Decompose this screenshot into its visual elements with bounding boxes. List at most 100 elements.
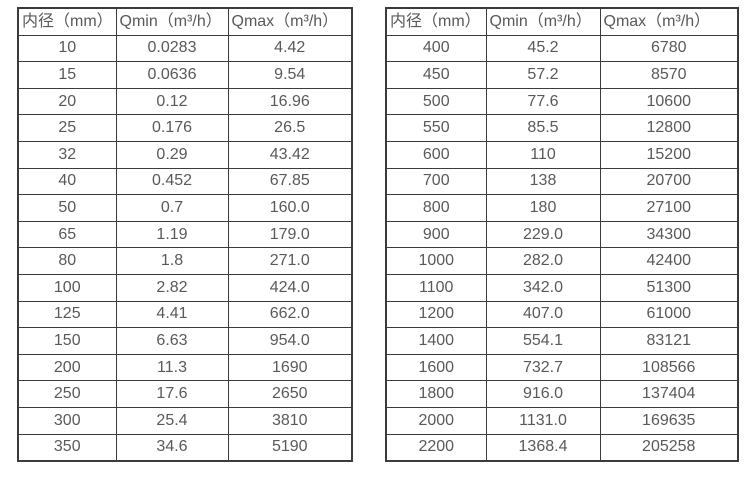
- qmax-cell: 61000: [599, 300, 739, 329]
- table-row: 250 17.6 2650: [17, 380, 353, 408]
- qmax-cell: 3810: [227, 406, 353, 435]
- table-row: 350 34.6 5190: [17, 433, 353, 462]
- diameter-cell: 700: [385, 167, 487, 196]
- qmin-cell: 85.5: [485, 114, 601, 142]
- qmax-cell: 26.5: [227, 114, 353, 142]
- flow-rate-table-large-diameters: 内径（mm） Qmin（m³/h） Qmax（m³/h） 400 45.2 6780…: [385, 7, 739, 463]
- table-row: 1800 916.0 137404: [385, 380, 739, 408]
- qmin-cell: 916.0: [485, 380, 601, 408]
- diameter-cell: 150: [17, 327, 117, 355]
- diameter-cell: 100: [17, 273, 117, 302]
- qmax-cell: 1690: [227, 353, 353, 382]
- table-row: 900 229.0 34300: [385, 220, 739, 249]
- diameter-cell: 600: [385, 140, 487, 169]
- qmax-cell: 20700: [599, 167, 739, 196]
- diameter-cell: 20: [17, 87, 117, 116]
- qmin-cell: 110: [485, 140, 601, 169]
- diameter-cell: 1100: [385, 273, 487, 302]
- table-row: 2200 1368.4 205258: [385, 433, 739, 462]
- qmin-cell: 0.7: [115, 194, 229, 222]
- diameter-cell: 300: [17, 406, 117, 435]
- table-header-row: 内径（mm） Qmin（m³/h） Qmax（m³/h）: [17, 7, 353, 36]
- table-row: 125 4.41 662.0: [17, 300, 353, 329]
- diameter-cell: 200: [17, 353, 117, 382]
- qmin-cell: 6.63: [115, 327, 229, 355]
- diameter-cell: 800: [385, 194, 487, 222]
- diameter-cell: 1400: [385, 327, 487, 355]
- qmax-cell: 67.85: [227, 167, 353, 196]
- table-row: 500 77.6 10600: [385, 87, 739, 116]
- column-header-qmin: Qmin（m³/h）: [115, 7, 229, 36]
- diameter-cell: 1000: [385, 247, 487, 275]
- table-row: 100 2.82 424.0: [17, 273, 353, 302]
- table-row: 80 1.8 271.0: [17, 247, 353, 275]
- diameter-cell: 400: [385, 34, 487, 63]
- diameter-cell: 65: [17, 220, 117, 249]
- diameter-cell: 10: [17, 34, 117, 63]
- qmax-cell: 424.0: [227, 273, 353, 302]
- table-row: 200 11.3 1690: [17, 353, 353, 382]
- qmax-cell: 10600: [599, 87, 739, 116]
- table-row: 32 0.29 43.42: [17, 140, 353, 169]
- qmax-cell: 83121: [599, 327, 739, 355]
- table-row: 700 138 20700: [385, 167, 739, 196]
- qmin-cell: 34.6: [115, 433, 229, 462]
- qmax-cell: 271.0: [227, 247, 353, 275]
- qmax-cell: 6780: [599, 34, 739, 63]
- qmin-cell: 180: [485, 194, 601, 222]
- qmin-cell: 0.29: [115, 140, 229, 169]
- qmin-cell: 282.0: [485, 247, 601, 275]
- table-row: 50 0.7 160.0: [17, 194, 353, 222]
- table-header-row: 内径（mm） Qmin（m³/h） Qmax（m³/h）: [385, 7, 739, 36]
- qmax-cell: 169635: [599, 406, 739, 435]
- qmin-cell: 0.12: [115, 87, 229, 116]
- qmin-cell: 342.0: [485, 273, 601, 302]
- qmin-cell: 11.3: [115, 353, 229, 382]
- table-row: 1100 342.0 51300: [385, 273, 739, 302]
- qmax-cell: 12800: [599, 114, 739, 142]
- table-row: 400 45.2 6780: [385, 34, 739, 63]
- qmin-cell: 57.2: [485, 61, 601, 89]
- table-row: 450 57.2 8570: [385, 61, 739, 89]
- qmax-cell: 205258: [599, 433, 739, 462]
- table-row: 2000 1131.0 169635: [385, 406, 739, 435]
- table-row: 10 0.0283 4.42: [17, 34, 353, 63]
- qmax-cell: 4.42: [227, 34, 353, 63]
- table-row: 1200 407.0 61000: [385, 300, 739, 329]
- qmax-cell: 5190: [227, 433, 353, 462]
- qmin-cell: 732.7: [485, 353, 601, 382]
- table-row: 65 1.19 179.0: [17, 220, 353, 249]
- column-header-qmax: Qmax（m³/h）: [599, 7, 739, 36]
- qmax-cell: 43.42: [227, 140, 353, 169]
- qmin-cell: 0.0283: [115, 34, 229, 63]
- qmin-cell: 0.452: [115, 167, 229, 196]
- qmax-cell: 51300: [599, 273, 739, 302]
- qmin-cell: 77.6: [485, 87, 601, 116]
- table-row: 1000 282.0 42400: [385, 247, 739, 275]
- qmin-cell: 0.0636: [115, 61, 229, 89]
- table-row: 40 0.452 67.85: [17, 167, 353, 196]
- qmin-cell: 1368.4: [485, 433, 601, 462]
- qmax-cell: 9.54: [227, 61, 353, 89]
- column-header-diameter: 内径（mm）: [17, 7, 117, 36]
- qmax-cell: 160.0: [227, 194, 353, 222]
- qmax-cell: 27100: [599, 194, 739, 222]
- diameter-cell: 125: [17, 300, 117, 329]
- flow-rate-table-small-diameters: 内径（mm） Qmin（m³/h） Qmax（m³/h） 10 0.0283 4.4…: [17, 7, 353, 463]
- diameter-cell: 80: [17, 247, 117, 275]
- qmin-cell: 1.8: [115, 247, 229, 275]
- qmin-cell: 138: [485, 167, 601, 196]
- diameter-cell: 1800: [385, 380, 487, 408]
- qmin-cell: 25.4: [115, 406, 229, 435]
- qmin-cell: 45.2: [485, 34, 601, 63]
- flow-rate-tables-container: 内径（mm） Qmin（m³/h） Qmax（m³/h） 10 0.0283 4.4…: [17, 7, 739, 463]
- column-header-diameter: 内径（mm）: [385, 7, 487, 36]
- diameter-cell: 250: [17, 380, 117, 408]
- table-row: 550 85.5 12800: [385, 114, 739, 142]
- diameter-cell: 550: [385, 114, 487, 142]
- diameter-cell: 500: [385, 87, 487, 116]
- column-header-qmax: Qmax（m³/h）: [227, 7, 353, 36]
- table-row: 800 180 27100: [385, 194, 739, 222]
- diameter-cell: 900: [385, 220, 487, 249]
- qmin-cell: 4.41: [115, 300, 229, 329]
